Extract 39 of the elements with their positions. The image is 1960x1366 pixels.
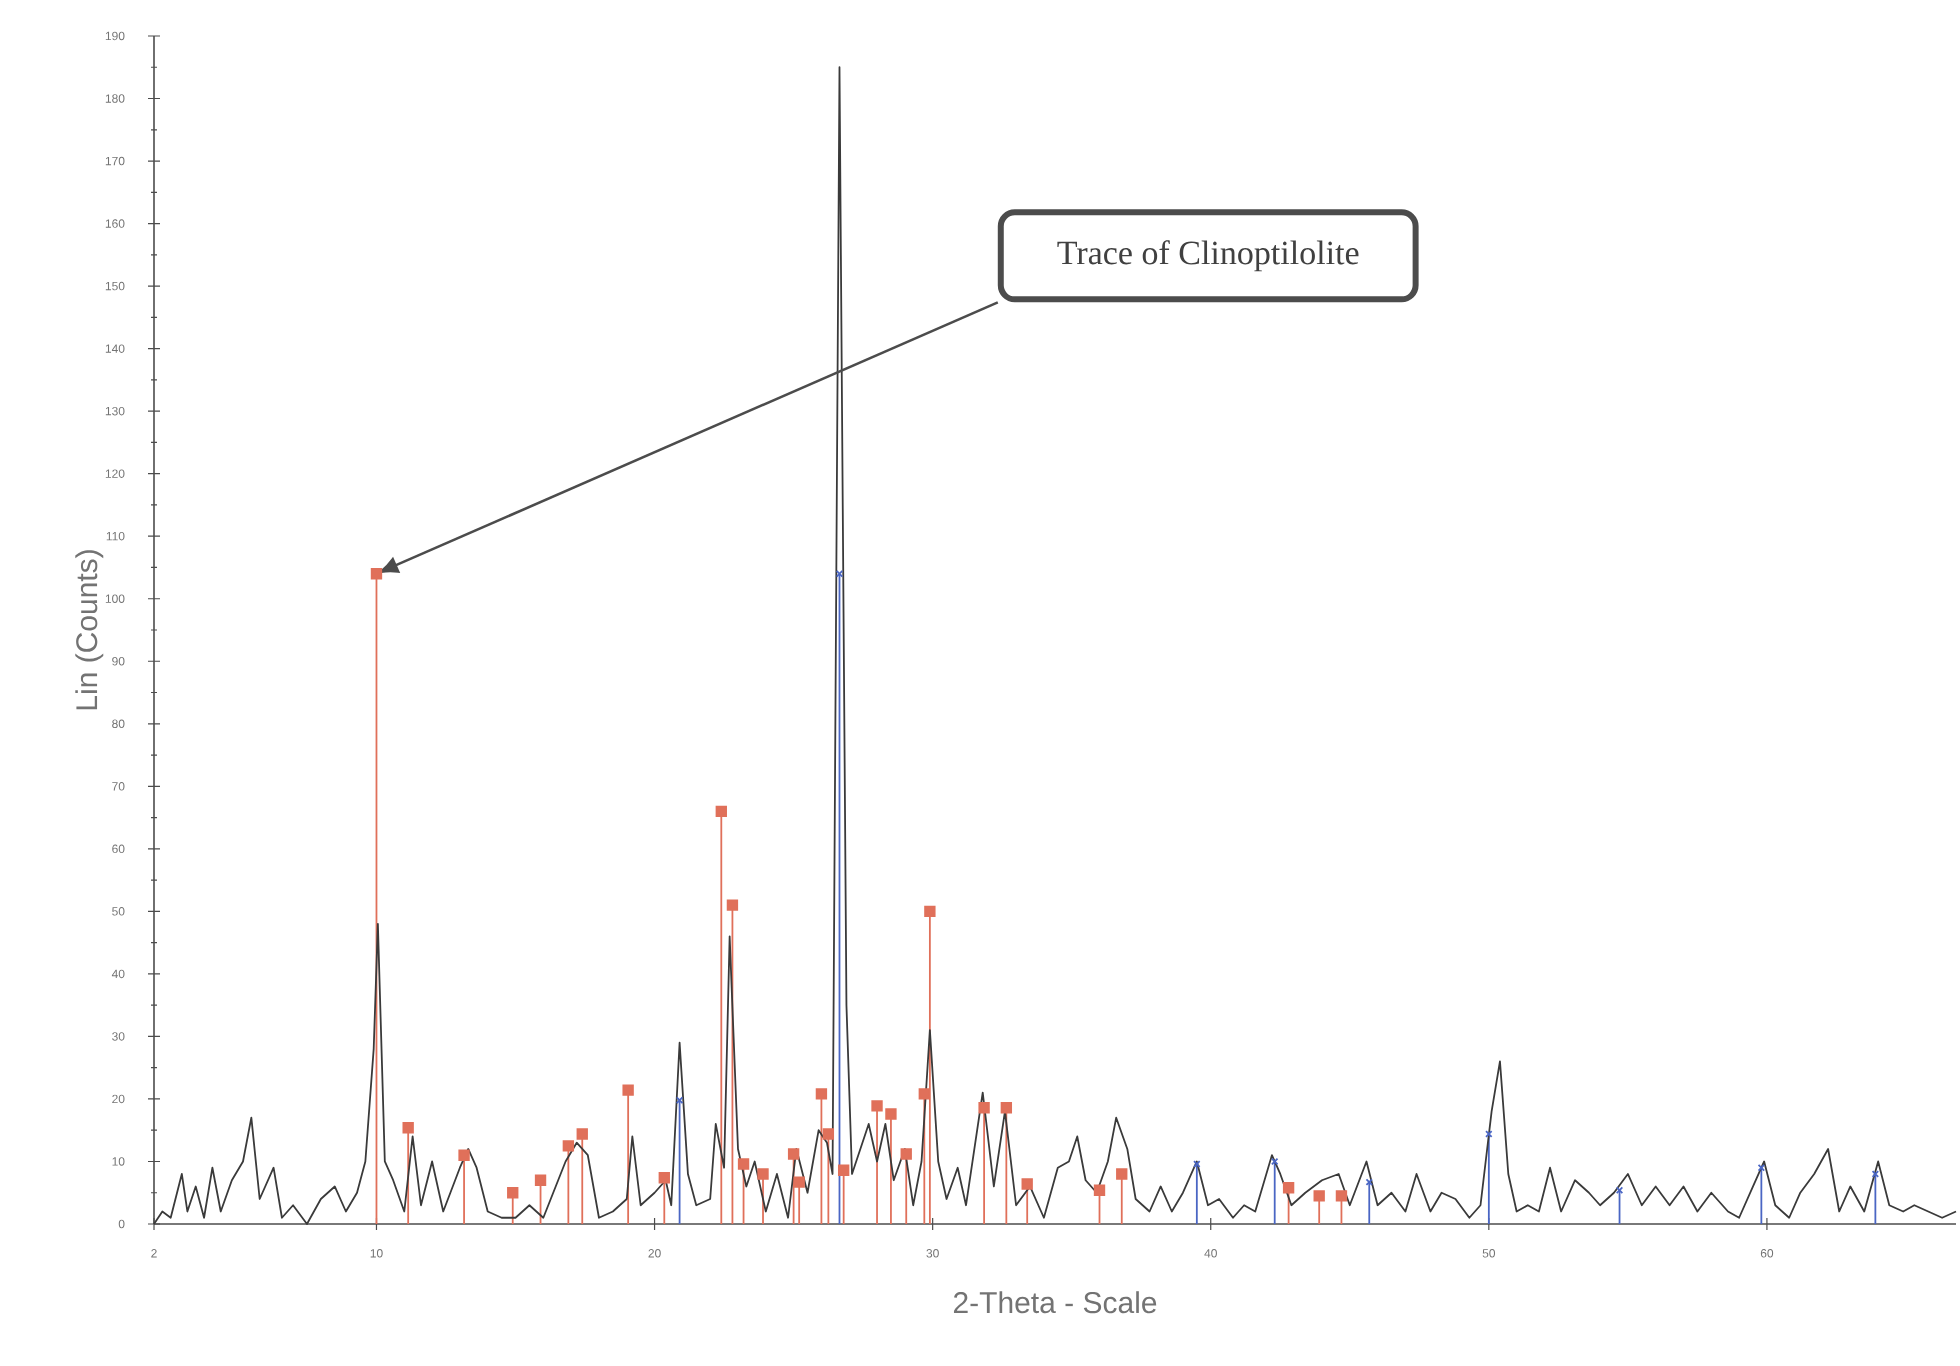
point <box>900 1148 912 1160</box>
y-axis-title: Lin (Counts) <box>75 550 104 710</box>
point <box>835 570 844 578</box>
point <box>458 1149 470 1161</box>
point <box>1270 1157 1279 1166</box>
annotation: Trace of Clinoptilolite <box>1057 240 1359 272</box>
point <box>1116 1168 1128 1180</box>
point <box>658 1172 670 1184</box>
point <box>1000 1102 1013 1114</box>
point <box>787 1148 800 1160</box>
point <box>837 1164 850 1176</box>
point <box>715 805 727 817</box>
point <box>1021 1178 1033 1190</box>
point <box>1193 1160 1201 1168</box>
point <box>815 1088 828 1100</box>
point <box>562 1140 575 1152</box>
point <box>1282 1182 1295 1194</box>
point <box>885 1108 897 1120</box>
point <box>1485 1130 1493 1138</box>
point <box>737 1158 750 1170</box>
point <box>918 1088 930 1100</box>
point <box>978 1102 990 1114</box>
point <box>370 568 383 580</box>
point <box>726 899 739 911</box>
x-axis-title: 2-Theta - Scale <box>953 1291 1157 1314</box>
point <box>871 1100 883 1112</box>
point <box>924 905 936 918</box>
point <box>1335 1190 1348 1202</box>
point <box>757 1168 769 1180</box>
point <box>534 1174 547 1186</box>
point <box>622 1084 634 1096</box>
point <box>1313 1190 1325 1202</box>
point <box>675 1096 684 1104</box>
point <box>1093 1184 1106 1196</box>
point <box>793 1176 805 1188</box>
point <box>576 1128 588 1140</box>
point <box>507 1187 519 1199</box>
point <box>402 1122 414 1134</box>
point <box>822 1128 835 1140</box>
